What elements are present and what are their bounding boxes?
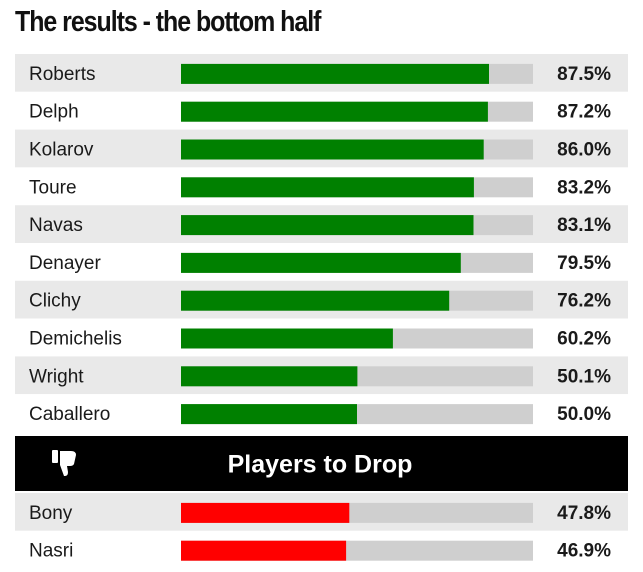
value-label: 86.0%: [557, 140, 611, 161]
value-label: 46.9%: [557, 541, 611, 562]
bar: [181, 366, 358, 387]
category-label: Caballero: [29, 404, 110, 425]
chart-row: Delph 87.2%: [15, 91, 628, 130]
bar: [181, 139, 484, 160]
value-label: 87.5%: [557, 64, 611, 85]
value-label: 83.1%: [557, 215, 611, 236]
bar: [181, 101, 488, 122]
chart-row: Bony 47.8%: [15, 493, 628, 531]
value-label: 50.0%: [557, 404, 611, 425]
chart-row: Kolarov 86.0%: [15, 129, 628, 168]
chart-row: Wright 50.1%: [15, 356, 628, 395]
drop-banner: Players to Drop: [15, 436, 628, 491]
category-label: Clichy: [29, 291, 81, 312]
category-label: Toure: [29, 177, 77, 198]
banner-background: [15, 436, 628, 491]
chart-row: Denayer 79.5%: [15, 243, 628, 281]
chart-row: Clichy 76.2%: [15, 280, 628, 319]
category-label: Demichelis: [29, 329, 122, 350]
category-label: Denayer: [29, 253, 101, 274]
bar: [181, 252, 461, 273]
bar: [181, 63, 489, 84]
category-label: Roberts: [29, 64, 96, 85]
chart-row: Roberts 87.5%: [15, 54, 628, 92]
bar: [181, 404, 357, 425]
category-label: Nasri: [29, 541, 73, 562]
banner-heading: Players to Drop: [228, 451, 413, 479]
category-label: Navas: [29, 215, 83, 236]
category-label: Kolarov: [29, 140, 94, 161]
value-label: 60.2%: [557, 329, 611, 350]
bar: [181, 540, 347, 561]
page-title: The results - the bottom half: [15, 6, 321, 38]
value-label: 83.2%: [557, 177, 611, 198]
bar: [181, 215, 474, 236]
bar: [181, 502, 350, 523]
value-label: 87.2%: [557, 102, 611, 123]
bar: [181, 328, 393, 349]
bar: [181, 290, 450, 311]
chart-row: Toure 83.2%: [15, 167, 628, 206]
chart-row: Demichelis 60.2%: [15, 318, 628, 357]
thumbs-down-icon: [52, 450, 76, 476]
bar: [181, 177, 474, 198]
category-label: Bony: [29, 503, 73, 524]
value-label: 47.8%: [557, 503, 611, 524]
value-label: 79.5%: [557, 253, 611, 274]
category-label: Delph: [29, 102, 79, 123]
chart-row: Caballero 50.0%: [15, 394, 628, 432]
category-label: Wright: [29, 366, 84, 387]
value-label: 76.2%: [557, 291, 611, 312]
value-label: 50.1%: [557, 366, 611, 387]
chart-row: Nasri 46.9%: [15, 530, 628, 569]
chart-row: Navas 83.1%: [15, 205, 628, 243]
